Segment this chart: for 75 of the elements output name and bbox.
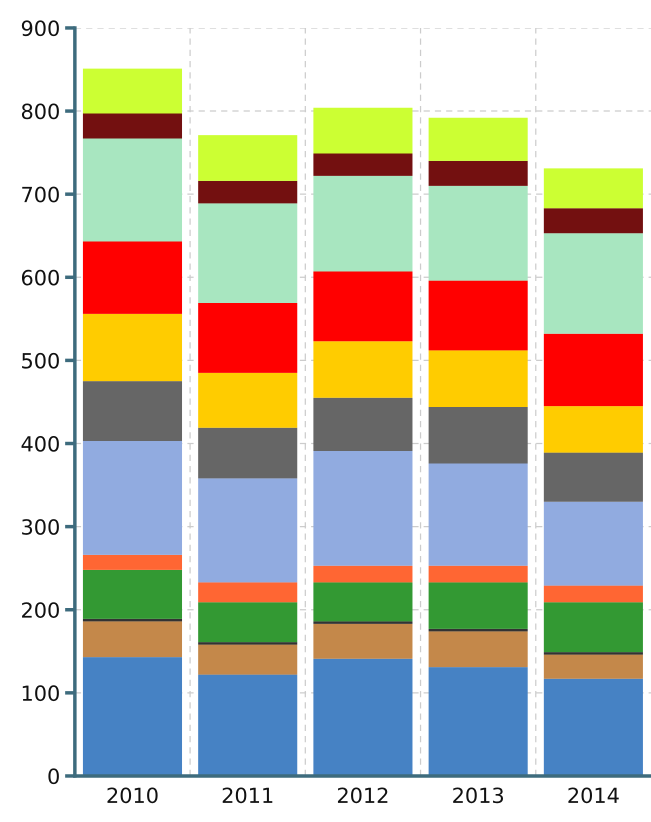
bar <box>82 242 182 314</box>
bar <box>544 233 643 334</box>
bar <box>198 180 298 204</box>
bar <box>313 450 412 566</box>
y-tick-label: 800 <box>22 104 59 120</box>
bar <box>428 566 528 582</box>
bar <box>428 280 528 350</box>
bar <box>198 602 298 642</box>
bar <box>428 350 528 407</box>
bar <box>198 203 298 304</box>
bar <box>198 303 298 373</box>
bar <box>198 135 298 181</box>
bar <box>313 108 412 154</box>
bar <box>82 657 182 776</box>
bar <box>544 406 643 453</box>
y-tick-label: 200 <box>22 602 59 618</box>
bar <box>544 602 643 652</box>
bar <box>313 658 412 776</box>
y-tick-label: 500 <box>22 352 59 369</box>
bar <box>313 566 412 582</box>
bar <box>82 441 182 555</box>
bar <box>198 644 298 675</box>
bar <box>82 314 182 382</box>
bar <box>428 582 528 629</box>
x-tick-label: 2010 <box>107 787 158 804</box>
bar <box>198 372 298 428</box>
bar <box>198 582 298 602</box>
bar <box>428 118 528 161</box>
bar <box>313 176 412 272</box>
bar <box>82 570 182 619</box>
bar <box>428 631 528 668</box>
bar <box>428 186 528 281</box>
bar <box>428 160 528 186</box>
bar <box>198 478 298 582</box>
bar <box>82 621 182 658</box>
bar <box>428 463 528 566</box>
x-tick-label: 2014 <box>568 787 619 804</box>
bar <box>198 674 298 776</box>
bar <box>544 334 643 406</box>
bar <box>313 621 412 624</box>
bar <box>82 138 182 242</box>
bar <box>544 678 643 776</box>
x-tick-label: 2011 <box>222 787 272 804</box>
y-tick-label: 900 <box>22 20 59 36</box>
y-tick-label: 600 <box>22 270 59 286</box>
bar <box>313 153 412 176</box>
bar <box>313 341 412 398</box>
bar <box>544 168 643 208</box>
bar <box>82 114 182 138</box>
y-tick-label: 0 <box>48 768 59 784</box>
y-tick-label: 100 <box>22 685 59 702</box>
bar <box>313 582 412 622</box>
bar <box>82 68 182 114</box>
bar <box>313 271 412 342</box>
y-tick-label: 700 <box>22 186 59 202</box>
bar <box>544 586 643 602</box>
bar <box>544 208 643 234</box>
x-tick-label: 2013 <box>453 787 503 804</box>
y-tick-label: 300 <box>22 519 59 535</box>
bar <box>428 628 528 632</box>
bar <box>82 381 182 442</box>
bar <box>313 398 412 451</box>
bar <box>428 667 528 776</box>
bar <box>428 406 528 464</box>
bar <box>198 428 298 478</box>
bar <box>198 642 298 645</box>
bar <box>544 452 643 502</box>
bar <box>313 624 412 659</box>
bar <box>82 554 182 570</box>
y-tick-label: 400 <box>22 436 59 452</box>
bar <box>82 618 182 622</box>
bar <box>544 652 643 655</box>
bar <box>544 654 643 679</box>
bar <box>544 502 643 586</box>
x-tick-label: 2012 <box>338 787 388 804</box>
